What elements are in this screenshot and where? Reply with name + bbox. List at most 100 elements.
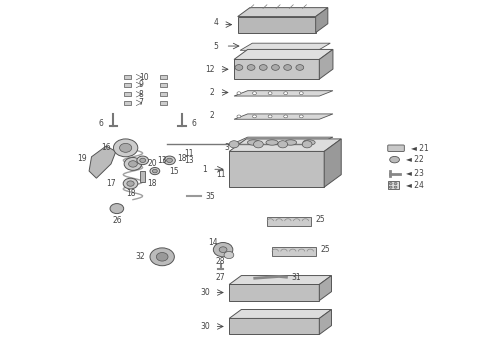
Text: 3: 3	[224, 143, 229, 152]
Text: ◄ 21: ◄ 21	[411, 144, 428, 153]
Bar	[160, 75, 167, 79]
Polygon shape	[229, 152, 324, 187]
Polygon shape	[229, 139, 341, 152]
Circle shape	[152, 169, 157, 173]
Text: 12: 12	[205, 65, 215, 74]
Polygon shape	[229, 275, 331, 284]
Circle shape	[299, 115, 303, 118]
Circle shape	[120, 143, 132, 152]
Text: 13: 13	[157, 156, 167, 165]
Bar	[124, 83, 131, 87]
Polygon shape	[234, 91, 333, 96]
Polygon shape	[234, 59, 319, 79]
Bar	[160, 83, 167, 87]
Polygon shape	[238, 8, 328, 17]
Circle shape	[389, 186, 392, 188]
Polygon shape	[234, 137, 333, 143]
Circle shape	[237, 115, 241, 118]
Text: 9: 9	[139, 81, 144, 90]
Circle shape	[237, 92, 241, 95]
Circle shape	[114, 139, 138, 157]
Circle shape	[302, 141, 312, 148]
Polygon shape	[229, 284, 319, 301]
Text: 7: 7	[139, 98, 144, 107]
Text: 25: 25	[320, 245, 330, 254]
Bar	[272, 247, 316, 256]
Bar	[124, 101, 131, 105]
Circle shape	[247, 64, 255, 70]
Circle shape	[164, 156, 175, 165]
Circle shape	[278, 141, 288, 148]
Text: 11: 11	[216, 170, 225, 179]
Circle shape	[299, 92, 303, 95]
Circle shape	[252, 92, 256, 95]
Text: 2: 2	[210, 111, 215, 120]
Bar	[124, 92, 131, 96]
Circle shape	[389, 183, 392, 185]
Circle shape	[123, 178, 138, 189]
Polygon shape	[316, 8, 328, 33]
Circle shape	[213, 243, 233, 257]
Text: ◄ 24: ◄ 24	[406, 181, 424, 190]
Circle shape	[229, 141, 239, 148]
Text: 32: 32	[136, 252, 145, 261]
Text: 14: 14	[209, 238, 218, 247]
Text: 11: 11	[184, 149, 194, 158]
Circle shape	[296, 64, 304, 70]
Ellipse shape	[247, 140, 260, 145]
Circle shape	[284, 92, 288, 95]
Polygon shape	[234, 49, 333, 59]
Ellipse shape	[390, 157, 399, 163]
Text: 25: 25	[316, 215, 325, 224]
Bar	[160, 92, 167, 96]
Polygon shape	[229, 319, 319, 334]
Circle shape	[252, 115, 256, 118]
Ellipse shape	[303, 140, 315, 145]
Polygon shape	[319, 49, 333, 79]
Circle shape	[253, 141, 263, 148]
Bar	[267, 217, 311, 226]
Circle shape	[140, 158, 146, 162]
Text: 35: 35	[205, 192, 215, 201]
Polygon shape	[140, 171, 145, 182]
Circle shape	[271, 64, 279, 70]
Polygon shape	[89, 146, 116, 178]
Circle shape	[259, 64, 267, 70]
Polygon shape	[229, 310, 331, 319]
Polygon shape	[238, 17, 316, 33]
Text: 10: 10	[139, 73, 148, 82]
Text: 18: 18	[126, 189, 135, 198]
Text: ◄ 23: ◄ 23	[406, 169, 424, 178]
Text: 5: 5	[213, 41, 218, 50]
Circle shape	[268, 92, 272, 95]
Text: 30: 30	[200, 288, 210, 297]
Text: 16: 16	[101, 143, 111, 152]
Bar	[124, 75, 131, 79]
Circle shape	[394, 186, 397, 188]
Text: 20: 20	[147, 159, 157, 168]
Circle shape	[127, 181, 134, 186]
Circle shape	[394, 183, 397, 185]
Circle shape	[150, 248, 174, 266]
Text: 17: 17	[106, 179, 116, 188]
Text: 2: 2	[210, 88, 215, 97]
Circle shape	[224, 251, 234, 258]
Text: 27: 27	[216, 273, 225, 282]
Circle shape	[167, 158, 172, 162]
Ellipse shape	[266, 140, 278, 145]
Polygon shape	[240, 43, 330, 50]
Circle shape	[150, 167, 160, 175]
Text: 19: 19	[77, 154, 87, 163]
Polygon shape	[319, 275, 331, 301]
Ellipse shape	[285, 140, 296, 145]
Circle shape	[219, 247, 227, 252]
Bar	[388, 181, 399, 189]
Text: 30: 30	[200, 322, 210, 331]
Text: 26: 26	[112, 216, 122, 225]
Circle shape	[284, 64, 292, 70]
Text: 13: 13	[184, 156, 194, 165]
Polygon shape	[319, 310, 331, 334]
Text: 6: 6	[192, 119, 196, 128]
Circle shape	[128, 161, 137, 167]
Text: 18: 18	[177, 154, 186, 163]
